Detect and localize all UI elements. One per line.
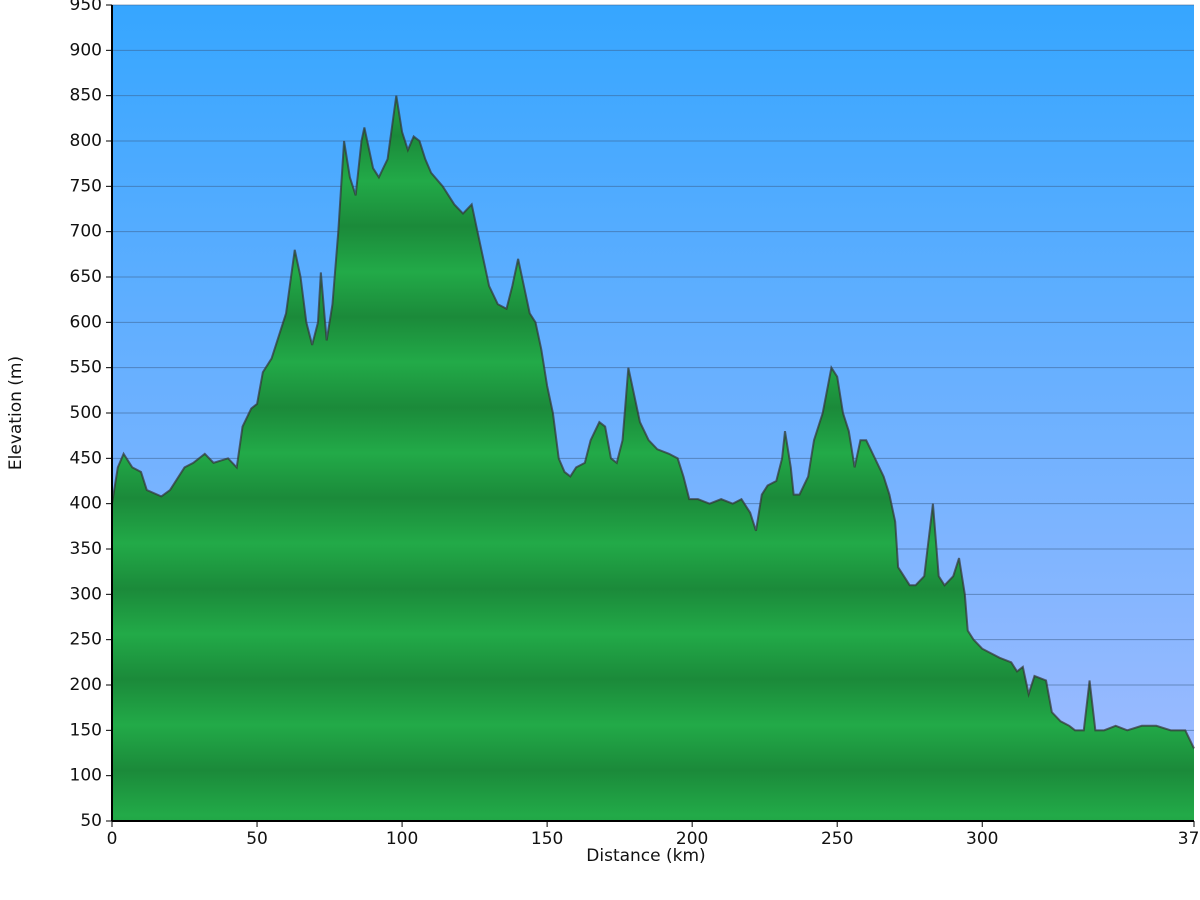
elevation-line [111,95,1195,749]
y-tick-label: 650 [70,267,102,287]
x-tick-label: 200 [676,829,708,849]
x-tick-label: 0 [107,829,118,849]
y-tick-label: 800 [70,131,102,151]
y-tick-label: 950 [70,0,102,15]
y-tick-label: 550 [70,358,102,378]
y-tick-label: 250 [70,630,102,650]
x-tick-label: 100 [386,829,418,849]
y-tick-label: 700 [70,222,102,242]
x-tick-label: 373 [1178,829,1200,849]
x-tick-label: 250 [821,829,853,849]
y-axis-label: Elevation (m) [6,356,26,470]
y-tick-label: 150 [70,720,102,740]
y-tick-label: 300 [70,584,102,604]
y-tick-label: 900 [70,40,102,60]
x-tick-label: 150 [531,829,563,849]
y-tick-label: 450 [70,448,102,468]
y-tick-label: 200 [70,675,102,695]
x-axis-label: Distance (km) [586,846,705,866]
y-tick-label: 350 [70,539,102,559]
y-tick-label: 850 [70,86,102,106]
y-tick-label: 600 [70,312,102,332]
x-tick-label: 50 [246,829,268,849]
y-tick-label: 400 [70,494,102,514]
y-tick-label: 100 [70,766,102,786]
y-tick-label: 750 [70,176,102,196]
elevation-area [112,95,1194,821]
y-tick-label: 50 [80,811,102,831]
y-tick-label: 500 [70,403,102,423]
x-tick-label: 300 [966,829,998,849]
